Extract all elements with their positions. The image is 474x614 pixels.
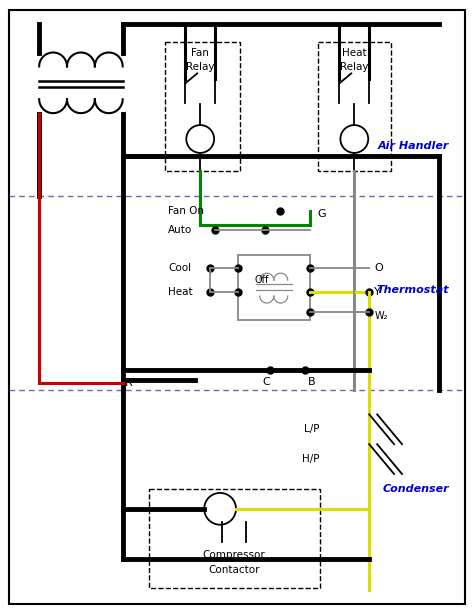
Text: Air Handler: Air Handler [377,141,449,151]
Text: O: O [374,263,383,273]
Text: B: B [308,376,315,387]
Text: L/P: L/P [304,424,319,434]
Text: Off: Off [255,275,269,285]
Text: Contactor: Contactor [208,565,260,575]
Text: Relay: Relay [340,63,369,72]
Text: Compressor: Compressor [203,550,265,559]
Text: Cool: Cool [168,263,191,273]
Text: C: C [263,376,271,387]
Text: R: R [125,378,132,387]
Text: H/P: H/P [302,454,319,464]
Text: Auto: Auto [168,225,192,235]
Text: Heat: Heat [342,49,366,58]
Text: Relay: Relay [186,63,214,72]
Text: W₂: W₂ [374,311,388,321]
Text: Fan On: Fan On [168,206,204,216]
Text: Heat: Heat [168,287,193,297]
Text: Fan: Fan [191,49,209,58]
Text: G: G [318,209,326,219]
Text: Y: Y [374,287,381,297]
Text: Condenser: Condenser [382,484,449,494]
Text: Thermostat: Thermostat [376,285,449,295]
